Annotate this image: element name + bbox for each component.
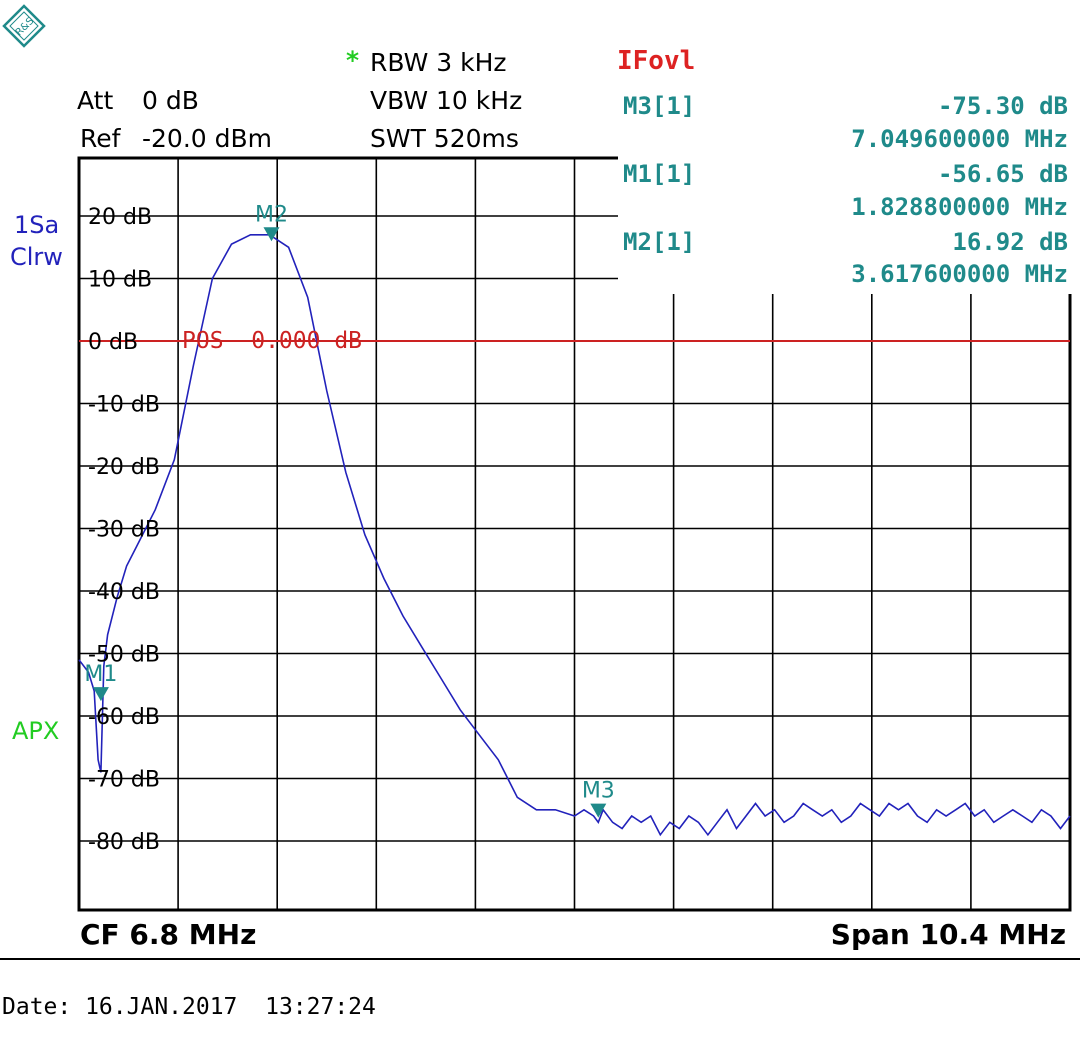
trace-mode-line1: 1Sa [14, 211, 60, 239]
marker-readout-m1-level: -56.65 dB [937, 160, 1068, 188]
y-tick-label: -50 dB [88, 643, 160, 668]
span: Span 10.4 MHz [830, 918, 1066, 951]
apx-label: APX [12, 717, 60, 745]
att-value: 0 dB [142, 86, 199, 115]
marker-readout-m2-freq: 3.617600000 MHz [851, 260, 1068, 288]
att-label: Att [77, 86, 114, 115]
y-tick-label: 0 dB [88, 330, 138, 355]
marker-triangle-m2 [263, 227, 280, 242]
marker-readout-m2-name: M2[1] [623, 228, 696, 256]
ref-line-label: POS 0.000 dB [182, 328, 363, 354]
capture-date: Date: 16.JAN.2017 13:27:24 [2, 994, 376, 1020]
marker-readout-m3-name: M3[1] [623, 92, 696, 120]
marker-label-m1: M1 [84, 662, 117, 687]
marker-label-m2: M2 [255, 202, 288, 227]
marker-triangle-m1 [92, 687, 109, 702]
marker-label-m3: M3 [582, 779, 615, 804]
vbw-value: VBW 10 kHz [370, 86, 523, 115]
rs-logo: R&S [2, 4, 46, 48]
marker-layer: M1 M2 M3 [84, 202, 615, 818]
y-tick-label: -10 dB [88, 393, 160, 418]
footer-divider [0, 958, 1080, 960]
ref-value: -20.0 dBm [142, 124, 273, 153]
center-frequency: CF 6.8 MHz [80, 918, 257, 951]
y-tick-labels: 20 dB 10 dB 0 dB -10 dB -20 dB -30 dB -40 dB -5… [88, 205, 160, 855]
rbw-value: RBW 3 kHz [370, 48, 507, 77]
marker-readout-m3-freq: 7.049600000 MHz [851, 125, 1068, 153]
trace [78, 234, 1071, 837]
y-tick-label: -60 dB [88, 705, 160, 730]
swt-value: SWT 520ms [370, 124, 519, 153]
ref-label: Ref [80, 124, 121, 153]
y-tick-label: 20 dB [88, 205, 152, 230]
y-tick-label: 10 dB [88, 268, 152, 293]
ifovl-indicator: IFovl [617, 46, 696, 76]
y-tick-label: -20 dB [88, 455, 160, 480]
marker-triangle-m3 [590, 803, 607, 818]
rbw-star: * [346, 46, 360, 75]
marker-readout-m3-level: -75.30 dB [937, 92, 1068, 120]
y-tick-label: -80 dB [88, 830, 160, 855]
trace-mode-line2: Clrw [10, 243, 63, 271]
marker-readout-panel [618, 86, 1072, 294]
marker-readout-m2-level: 16.92 dB [952, 228, 1068, 256]
marker-readout-m1-name: M1[1] [623, 160, 696, 188]
marker-readout-m1-freq: 1.828800000 MHz [851, 193, 1068, 221]
trace-line [78, 234, 1071, 837]
y-tick-label: -30 dB [88, 518, 160, 543]
y-tick-label: -70 dB [88, 768, 160, 793]
y-tick-label: -40 dB [88, 580, 160, 605]
